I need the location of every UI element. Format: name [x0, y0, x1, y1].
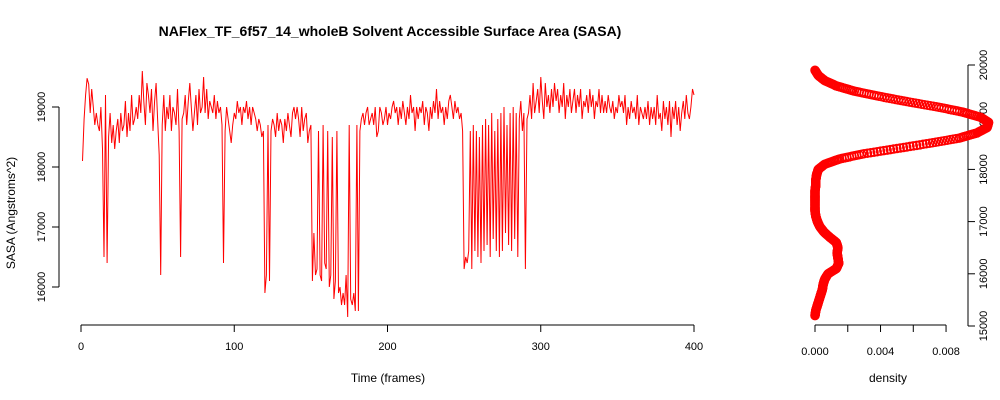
- x-axis-label: Time (frames): [351, 371, 425, 385]
- y-tick-label: 16000: [36, 272, 48, 303]
- sasa-series-line: [82, 70, 695, 318]
- y-tick-label: 18000: [36, 152, 48, 183]
- density-y-tick-label: 16000: [978, 259, 990, 290]
- main-y-axis: 16000 17000 18000 19000: [36, 92, 60, 303]
- density-point: [905, 141, 915, 152]
- density-x-axis: 0.000 0.004 0.008: [801, 324, 960, 358]
- density-point: [859, 148, 869, 159]
- x-tick-label: 300: [532, 341, 550, 353]
- main-plot: 0 100 200 300 400 16000 17000 18000 19000 Time …: [4, 70, 703, 385]
- density-point: [879, 145, 889, 156]
- density-x-tick-label: 0.008: [932, 346, 960, 358]
- density-point: [882, 145, 892, 155]
- density-point: [921, 139, 932, 149]
- y-tick-label: 19000: [36, 92, 48, 123]
- y-tick-label: 17000: [36, 212, 48, 243]
- density-y-tick-label: 20000: [978, 50, 990, 81]
- x-tick-label: 200: [378, 341, 396, 353]
- main-x-axis: 0 100 200 300 400: [78, 324, 703, 353]
- density-x-axis-label: density: [869, 371, 907, 385]
- density-x-tick-label: 0.000: [801, 346, 829, 358]
- density-y-tick-label: 17000: [978, 206, 990, 237]
- density-y-tick-label: 15000: [978, 311, 990, 342]
- density-points: [810, 65, 994, 321]
- density-point: [918, 139, 928, 150]
- density-plot: 0.000 0.004 0.008 150001600017000180001900…: [801, 50, 994, 385]
- chart-title: NAFlex_TF_6f57_14_wholeB Solvent Accessi…: [159, 23, 622, 39]
- density-y-tick-label: 18000: [978, 154, 990, 185]
- x-tick-label: 0: [78, 341, 84, 353]
- density-point: [888, 144, 899, 154]
- density-point: [892, 143, 902, 154]
- density-point: [895, 143, 905, 153]
- x-tick-label: 400: [685, 341, 703, 353]
- density-point: [862, 148, 873, 158]
- y-axis-label: SASA (Angstroms^2): [4, 157, 18, 269]
- density-point: [810, 65, 820, 75]
- density-point: [875, 146, 886, 156]
- density-point: [865, 147, 876, 158]
- density-point: [908, 141, 919, 151]
- density-x-tick-label: 0.004: [867, 346, 895, 358]
- x-tick-label: 100: [225, 341, 243, 353]
